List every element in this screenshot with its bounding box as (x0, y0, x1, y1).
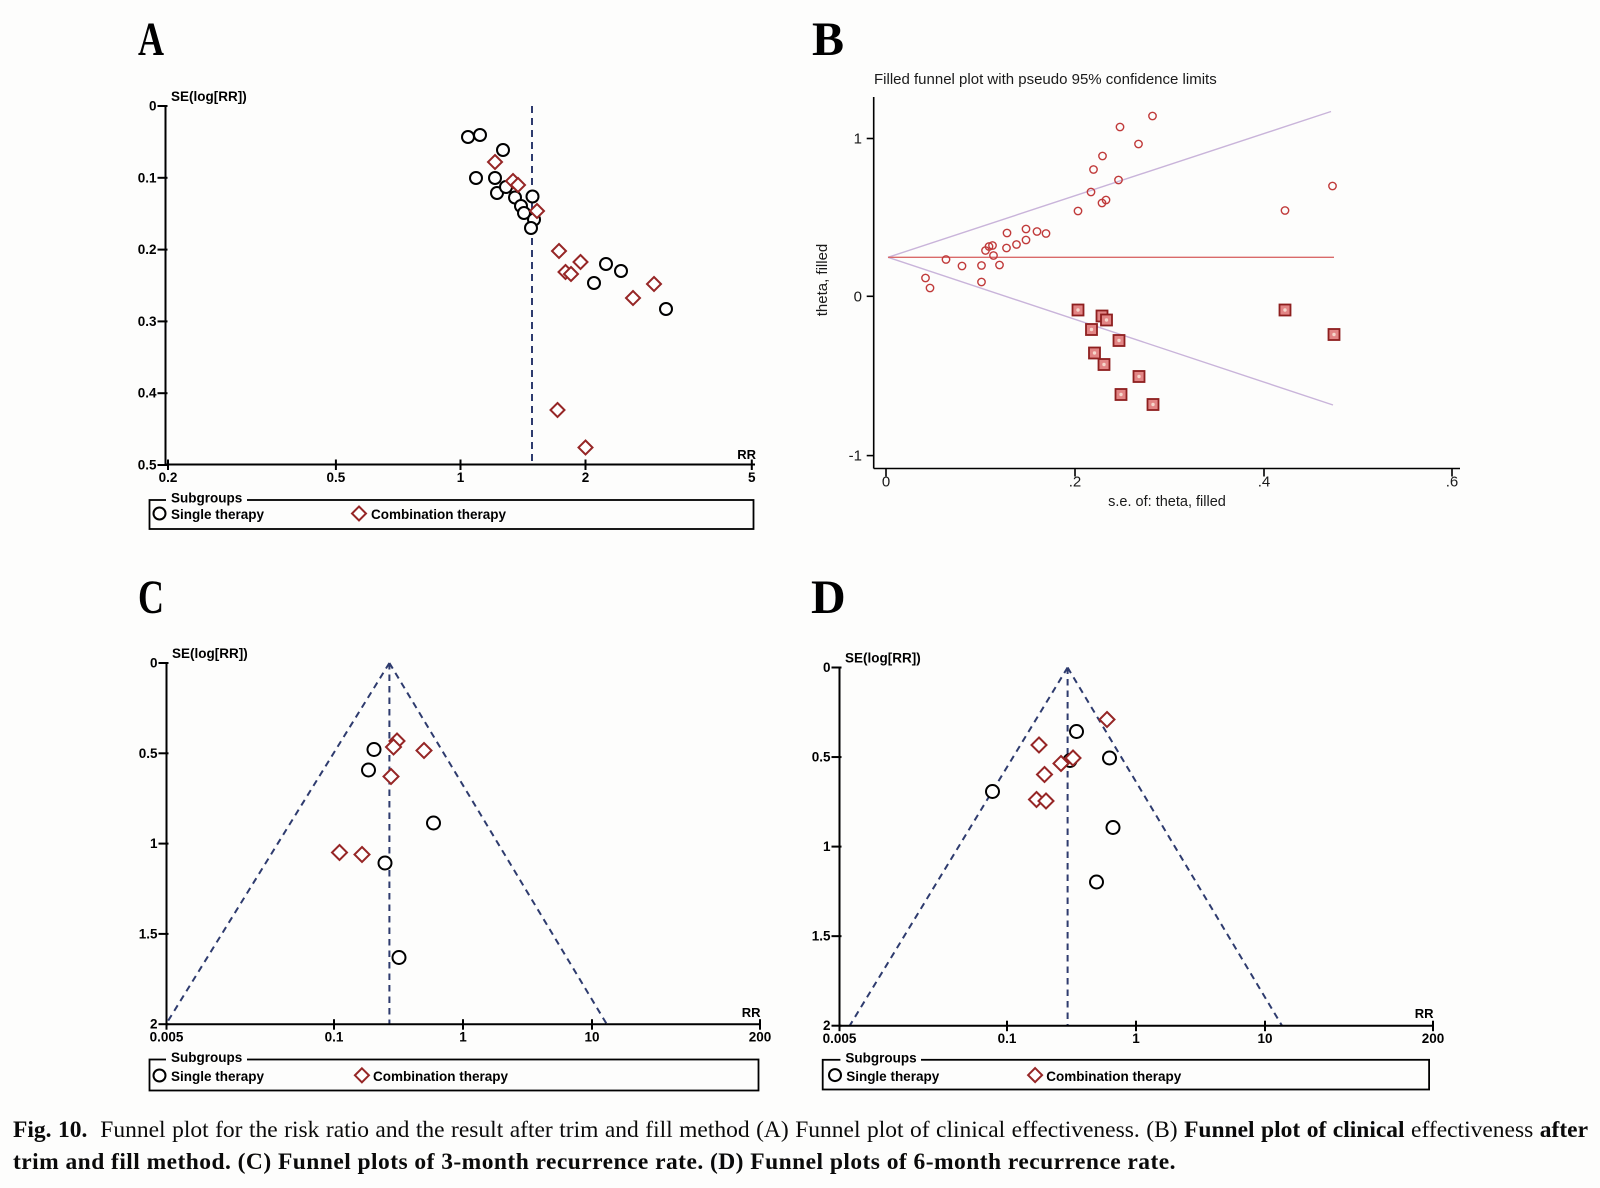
svg-text:Subgroups: Subgroups (171, 491, 242, 506)
svg-text:1: 1 (854, 131, 862, 148)
svg-text:theta, filled: theta, filled (814, 244, 831, 317)
svg-text:1: 1 (457, 470, 465, 485)
svg-text:0.1: 0.1 (325, 1030, 344, 1045)
svg-text:0: 0 (149, 99, 157, 114)
svg-text:0.005: 0.005 (150, 1030, 184, 1045)
svg-text:D: D (811, 571, 846, 624)
svg-text:0.5: 0.5 (327, 470, 346, 485)
svg-text:.4: .4 (1258, 474, 1271, 491)
svg-text:RR: RR (742, 1005, 761, 1020)
svg-text:C: C (138, 571, 164, 624)
svg-text:1.5: 1.5 (812, 929, 831, 944)
svg-text:10: 10 (1257, 1031, 1272, 1046)
svg-text:2: 2 (582, 470, 590, 485)
svg-text:.6: .6 (1446, 474, 1459, 491)
svg-text:-1: -1 (849, 448, 862, 465)
svg-text:1: 1 (459, 1030, 467, 1045)
svg-text:2: 2 (823, 1018, 831, 1033)
svg-text:0.1: 0.1 (998, 1031, 1017, 1046)
svg-text:Single therapy: Single therapy (171, 1069, 265, 1084)
svg-text:200: 200 (1422, 1031, 1445, 1046)
svg-text:0: 0 (882, 474, 890, 491)
svg-text:1: 1 (1132, 1031, 1140, 1046)
svg-text:RR: RR (1415, 1006, 1434, 1021)
svg-text:0.4: 0.4 (138, 386, 157, 401)
svg-text:SE(log[RR]): SE(log[RR]) (172, 646, 248, 661)
svg-text:1.5: 1.5 (139, 926, 158, 941)
svg-text:0: 0 (150, 656, 158, 671)
svg-text:0.5: 0.5 (138, 458, 157, 473)
svg-text:Combination therapy: Combination therapy (373, 1069, 508, 1084)
svg-text:5: 5 (748, 470, 756, 485)
svg-text:0.3: 0.3 (138, 314, 157, 329)
svg-text:SE(log[RR]): SE(log[RR]) (845, 651, 921, 666)
svg-text:Combination therapy: Combination therapy (371, 507, 506, 522)
svg-text:2: 2 (150, 1017, 158, 1032)
svg-text:0.2: 0.2 (159, 470, 178, 485)
svg-text:1: 1 (150, 836, 158, 851)
svg-text:Subgroups: Subgroups (845, 1050, 916, 1065)
svg-text:Single therapy: Single therapy (846, 1069, 940, 1084)
svg-text:Single therapy: Single therapy (171, 507, 265, 522)
svg-text:SE(log[RR]): SE(log[RR]) (171, 89, 247, 104)
svg-text:Filled funnel plot with pseudo: Filled funnel plot with pseudo 95% confi… (874, 71, 1217, 88)
svg-text:200: 200 (749, 1030, 772, 1045)
svg-text:10: 10 (584, 1030, 599, 1045)
svg-text:0.005: 0.005 (823, 1031, 857, 1046)
svg-text:B: B (812, 13, 844, 66)
svg-text:0.1: 0.1 (138, 170, 157, 185)
svg-text:RR: RR (737, 447, 756, 462)
svg-text:0: 0 (854, 288, 862, 305)
svg-text:1: 1 (823, 839, 831, 854)
svg-text:Combination therapy: Combination therapy (1046, 1069, 1181, 1084)
svg-text:Subgroups: Subgroups (171, 1050, 242, 1065)
svg-text:0.5: 0.5 (139, 746, 158, 761)
svg-text:s.e. of: theta, filled: s.e. of: theta, filled (1108, 494, 1226, 510)
svg-text:.2: .2 (1069, 474, 1082, 491)
svg-text:0.5: 0.5 (812, 750, 831, 765)
svg-text:A: A (138, 13, 164, 66)
svg-text:0: 0 (823, 660, 831, 675)
svg-text:0.2: 0.2 (138, 242, 157, 257)
